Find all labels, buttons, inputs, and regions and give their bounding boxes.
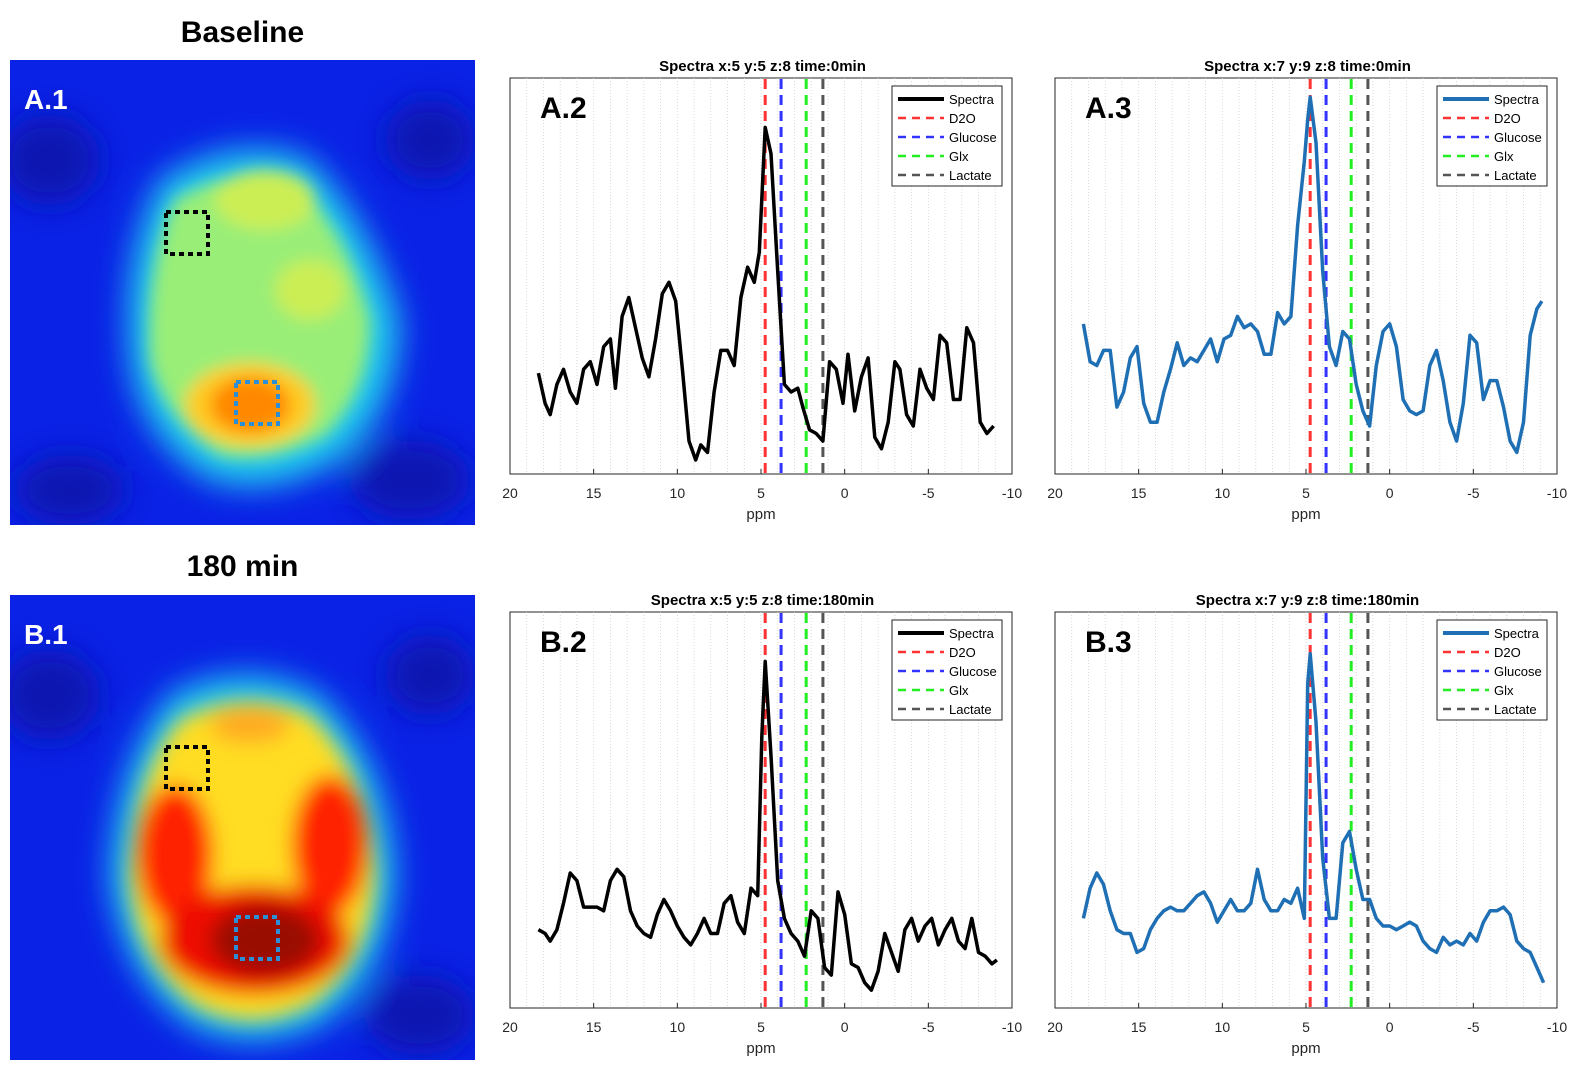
tick-label: 5 [1302, 485, 1310, 501]
legend-label: Glucose [1494, 130, 1542, 145]
spectrum-line [1081, 652, 1546, 984]
tick-label: 0 [841, 1019, 849, 1035]
spectrum-line [537, 659, 998, 992]
panel-label: B.2 [540, 626, 587, 659]
legend-label: Glucose [949, 664, 997, 679]
spectrum-line [536, 125, 995, 462]
tick-label: 20 [1047, 1019, 1063, 1035]
roi-black-box [164, 210, 210, 256]
legend-label: Glucose [949, 130, 997, 145]
legend-box [891, 85, 1003, 187]
tick-label: -5 [922, 1019, 935, 1035]
panel-label: B.3 [1085, 626, 1132, 659]
legend-label: Spectra [949, 92, 995, 107]
legend-label: Glx [1494, 149, 1514, 164]
spectrum-plot-a2: Spectra x:5 y:5 z:8 time:0min 20 15 10 5 0 -5… [495, 58, 1030, 532]
tick-label: 20 [1047, 485, 1063, 501]
legend-label: Glx [949, 683, 969, 698]
legend-label: D2O [949, 645, 976, 660]
x-axis-label: ppm [746, 1040, 775, 1057]
tick-label: 10 [1215, 485, 1231, 501]
plot-title: Spectra x:5 y:5 z:8 time:180min [650, 592, 875, 609]
legend-label: Lactate [949, 702, 992, 717]
legend-label: Spectra [1494, 92, 1540, 107]
spectrum-plot-b2: Spectra x:5 y:5 z:8 time:180min 20 15 10 5 0… [495, 592, 1030, 1066]
legend-label: Lactate [949, 168, 992, 183]
legend-label: D2O [1494, 111, 1521, 126]
tick-label: 0 [1386, 1019, 1394, 1035]
panel-label: A.2 [540, 92, 587, 125]
roi-black-box [164, 745, 210, 791]
heatmap-180min: B.1 [10, 595, 475, 1060]
tick-label: 15 [586, 1019, 602, 1035]
x-axis-label: ppm [1291, 1040, 1320, 1057]
roi-blue-box [234, 380, 280, 426]
panel-label: B.1 [24, 619, 68, 650]
tick-label: -10 [1547, 1019, 1567, 1035]
tick-label: 10 [670, 1019, 686, 1035]
legend-label: Glx [949, 149, 969, 164]
tick-label: 0 [1386, 485, 1394, 501]
tick-label: 0 [841, 485, 849, 501]
tick-label: -5 [922, 485, 935, 501]
baseline-heading: Baseline [180, 16, 305, 49]
legend-label: Lactate [1494, 702, 1537, 717]
x-axis-label: ppm [746, 506, 775, 523]
plot-title: Spectra x:7 y:9 z:8 time:0min [1204, 58, 1411, 75]
legend-label: D2O [1494, 645, 1521, 660]
legend-label: Glx [1494, 683, 1514, 698]
panel-label: A.3 [1085, 92, 1132, 125]
x-axis-label: ppm [1291, 506, 1320, 523]
spectrum-plot-a3: Spectra x:7 y:9 z:8 time:0min 20 15 10 5 0 -5… [1040, 58, 1575, 532]
legend-box [1436, 85, 1548, 187]
plot-title: Spectra x:7 y:9 z:8 time:180min [1195, 592, 1420, 609]
tick-label: 15 [586, 485, 602, 501]
tick-label: 10 [1215, 1019, 1231, 1035]
legend-box [891, 619, 1003, 721]
legend-label: D2O [949, 111, 976, 126]
roi-blue-box [234, 915, 280, 961]
tick-label: 10 [670, 485, 686, 501]
tick-label: 20 [502, 1019, 518, 1035]
legend-label: Spectra [949, 626, 995, 641]
tick-label: 5 [1302, 1019, 1310, 1035]
tick-label: -5 [1467, 485, 1480, 501]
tick-label: 15 [1131, 485, 1147, 501]
tick-label: -10 [1002, 1019, 1022, 1035]
legend-label: Glucose [1494, 664, 1542, 679]
plot-title: Spectra x:5 y:5 z:8 time:0min [659, 58, 866, 75]
tick-label: -10 [1547, 485, 1567, 501]
panel-label: A.1 [24, 84, 68, 115]
tick-label: 20 [502, 485, 518, 501]
legend-label: Lactate [1494, 168, 1537, 183]
tick-label: 5 [757, 1019, 765, 1035]
180min-heading: 180 min [186, 550, 299, 583]
tick-label: 5 [757, 485, 765, 501]
legend-label: Spectra [1494, 626, 1540, 641]
heatmap-baseline: A.1 [10, 60, 475, 525]
legend-box [1436, 619, 1548, 721]
spectrum-plot-b3: Spectra x:7 y:9 z:8 time:180min 20 15 10 5 0… [1040, 592, 1575, 1066]
tick-label: -10 [1002, 485, 1022, 501]
tick-label: 15 [1131, 1019, 1147, 1035]
spectrum-line [1081, 95, 1544, 455]
tick-label: -5 [1467, 1019, 1480, 1035]
